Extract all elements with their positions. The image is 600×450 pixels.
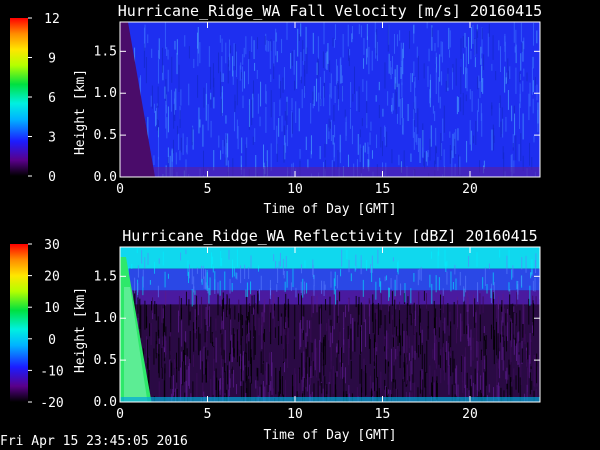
reflectivity-panel: -20 -10 0 10 20 30 Hurricane_Ridge_WA Reflect… — [10, 227, 541, 443]
colorbar-velocity — [10, 18, 28, 176]
colorbar-tick-label: 0 — [48, 333, 56, 348]
x-tick-label: 10 — [287, 182, 303, 197]
timestamp: Fri Apr 15 23:45:05 2016 — [0, 434, 188, 449]
y-tick-label: 0.5 — [94, 353, 117, 368]
y-tick-label: 1.5 — [94, 44, 117, 59]
axes-velocity: 0 5 10 15 20 0.0 0.5 1.0 1.5 — [94, 22, 540, 197]
x-tick-label: 15 — [375, 407, 391, 422]
x-tick-label: 20 — [462, 407, 478, 422]
colorbar-tick-label: -10 — [40, 364, 63, 379]
x-tick-label: 5 — [204, 182, 212, 197]
colorbar-tick-label: 10 — [44, 301, 60, 316]
velocity-low-region — [120, 22, 155, 177]
plot-frame-reflectivity — [119, 246, 541, 403]
heatmap-reflectivity — [120, 247, 540, 402]
colorbar-tick-label: 0 — [48, 170, 56, 185]
colorbar-tick-label: 30 — [44, 238, 60, 253]
x-tick-label: 5 — [204, 407, 212, 422]
colorbar-tick-label: 3 — [48, 131, 56, 146]
colorbar-velocity-ticks: 0 3 6 9 12 — [28, 12, 60, 185]
colorbar-tick-label: 20 — [44, 270, 60, 285]
y-axis-label-reflectivity: Height [km] — [73, 287, 88, 373]
x-tick-label: 15 — [375, 182, 391, 197]
reflectivity-top-cyan-band — [120, 247, 540, 269]
velocity-near-ground-band — [120, 167, 540, 177]
plot-frame-velocity — [119, 21, 541, 178]
y-tick-label: 1.0 — [94, 311, 117, 326]
y-tick-label: 0.0 — [94, 170, 117, 185]
x-tick-label: 0 — [116, 182, 124, 197]
colorbar-tick-label: -20 — [40, 396, 63, 411]
colorbar-tick-label: 6 — [48, 91, 56, 106]
y-tick-label: 1.0 — [94, 86, 117, 101]
x-tick-label: 0 — [116, 407, 124, 422]
y-tick-label: 1.5 — [94, 269, 117, 284]
axes-reflectivity: 0 5 10 15 20 0.0 0.5 1.0 1.5 — [94, 247, 540, 422]
chart-title-reflectivity: Hurricane_Ridge_WA Reflectivity [dBZ] 20… — [122, 227, 537, 245]
colorbar-tick-label: 12 — [44, 12, 60, 27]
reflectivity-high-core — [124, 287, 148, 402]
reflectivity-ground-band — [120, 397, 540, 402]
x-tick-label: 10 — [287, 407, 303, 422]
fall-velocity-panel: 0 3 6 9 12 Hurricane_Ridge_WA Fall Velocity … — [10, 2, 542, 217]
reflectivity-blue-band — [120, 268, 540, 291]
colorbar-tick-label: 9 — [48, 52, 56, 67]
chart-title-velocity: Hurricane_Ridge_WA Fall Velocity [m/s] 2… — [118, 2, 542, 20]
x-axis-label-reflectivity: Time of Day [GMT] — [263, 428, 396, 443]
colorbar-reflectivity — [10, 244, 28, 402]
x-tick-label: 20 — [462, 182, 478, 197]
colorbar-reflectivity-ticks: -20 -10 0 10 20 30 — [28, 238, 64, 411]
y-tick-label: 0.0 — [94, 395, 117, 410]
x-axis-label-velocity: Time of Day [GMT] — [263, 202, 396, 217]
y-tick-label: 0.5 — [94, 128, 117, 143]
y-axis-label-velocity: Height [km] — [73, 69, 88, 155]
heatmap-velocity — [120, 22, 540, 177]
